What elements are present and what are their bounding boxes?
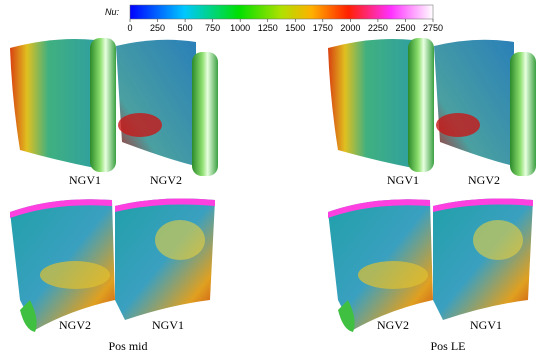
- tick-label: 750: [205, 23, 220, 33]
- blade-renderings: [328, 38, 536, 332]
- vane-label: NGV1: [152, 318, 184, 332]
- tick-label: 1250: [258, 23, 278, 33]
- tick-label: 250: [150, 23, 165, 33]
- tick-label: 2250: [368, 23, 388, 33]
- vane-label: NGV1: [387, 173, 419, 187]
- panel-caption: Pos mid: [108, 339, 147, 353]
- vane-label: NGV2: [377, 318, 409, 332]
- vane-label: NGV2: [468, 173, 500, 187]
- panel-caption: Pos LE: [430, 339, 465, 353]
- tick-label: 2750: [423, 23, 443, 33]
- blade-renderings: [10, 38, 218, 332]
- tick-label: 1750: [313, 23, 333, 33]
- vane-label: NGV2: [150, 173, 182, 187]
- vane-label: NGV2: [59, 318, 91, 332]
- tick-label: 1500: [285, 23, 305, 33]
- tick-label: 0: [127, 23, 132, 33]
- tick-label: 1000: [230, 23, 250, 33]
- tick-label: 500: [178, 23, 193, 33]
- colorbar-ticks: 0 250 500 750 1000 1250 1500 1750 2000 2250 2500 27…: [127, 19, 443, 33]
- vane-label: NGV1: [470, 318, 502, 332]
- tick-label: 2500: [395, 23, 415, 33]
- colorbar-label: Nu:: [105, 7, 120, 17]
- vane-label: NGV1: [69, 173, 101, 187]
- colorbar: [129, 4, 434, 20]
- tick-label: 2000: [340, 23, 360, 33]
